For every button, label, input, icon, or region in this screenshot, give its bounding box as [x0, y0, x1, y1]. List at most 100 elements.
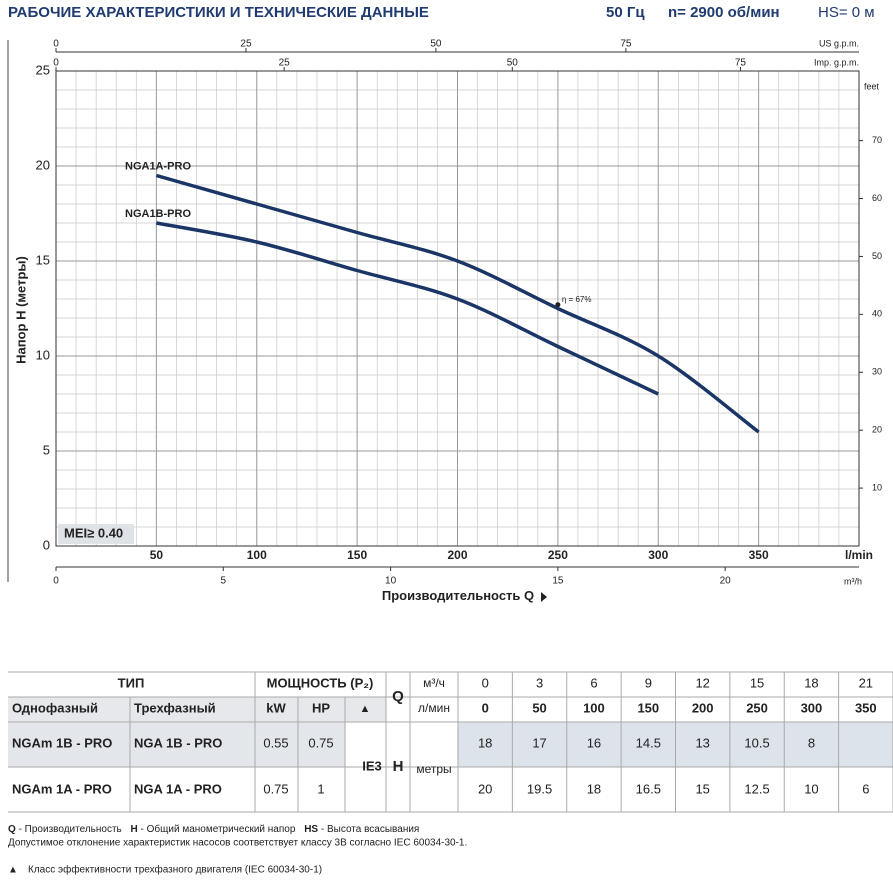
table-cell: 6 [862, 781, 869, 796]
series-label: NGA1A-PRO [125, 160, 191, 172]
table-cell: ТИП [118, 675, 145, 690]
table-cell: 350 [855, 700, 877, 715]
footnote-legend: Q - Производительность H - Общий маномет… [8, 823, 419, 835]
curve [155, 173, 760, 434]
top-tick-label: 25 [240, 39, 252, 50]
arrow [541, 592, 547, 602]
x-tick-label: 100 [247, 548, 267, 562]
table-cell: 300 [801, 700, 823, 715]
table-cell: IE3 [362, 758, 382, 773]
table-cell: HP [312, 700, 330, 715]
table-cell: 50 [532, 700, 546, 715]
right-axis-unit: feet [864, 81, 880, 91]
right-tick-label: 60 [872, 193, 882, 203]
table-cell: 0 [482, 675, 489, 690]
table-cell: 6 [590, 675, 597, 690]
table-cell: 150 [637, 700, 659, 715]
bottom-tick-label: 0 [53, 576, 59, 587]
annotation: η = 67% [562, 295, 592, 304]
footnote-motor: Класс эффективности трехфазного двигател… [28, 864, 322, 876]
table-cell: 0.75 [263, 781, 288, 796]
fn-sym: Q [8, 824, 16, 835]
x-tick-label: 150 [347, 548, 367, 562]
table-cell: 20 [478, 781, 492, 796]
y-tick-label: 20 [36, 157, 50, 172]
table-cell: 10 [804, 781, 818, 796]
bottom-axis-unit: m³/h [844, 576, 862, 586]
y-axis-title: Напор H (метры) [13, 256, 28, 364]
footnote-tolerance: Допустимое отклонение характеристик насо… [8, 838, 467, 849]
table-cell: метры [416, 762, 451, 776]
x-unit: l/min [845, 548, 873, 562]
table-cell: ▲ [360, 703, 371, 715]
top-tick-label: 50 [430, 39, 442, 50]
y-tick-label: 0 [43, 537, 50, 552]
table-cell: 12.5 [744, 781, 769, 796]
x-axis-title-text: Производительность Q [382, 588, 534, 603]
top-tick-label: 0 [53, 58, 59, 69]
x-tick-label: 250 [548, 548, 568, 562]
shade [8, 697, 386, 722]
table-cell: 9 [645, 675, 652, 690]
mei-label: MEI≥ 0.40 [64, 525, 123, 540]
x-tick-label: 50 [150, 548, 164, 562]
table-cell: 21 [859, 675, 873, 690]
series-label: NGA1B-PRO [125, 208, 191, 220]
table-cell: NGA 1A - PRO [134, 781, 222, 796]
y-tick-label: 10 [36, 347, 50, 362]
mei-box [58, 524, 134, 544]
table-cell: NGA 1B - PRO [134, 735, 222, 750]
footnote-symbol: ▲ [8, 865, 18, 876]
top-axis-unit: Imp. g.p.m. [814, 57, 859, 67]
table-cell: 3 [536, 675, 543, 690]
table-cell: 13 [695, 735, 709, 750]
table-cell: 0.75 [308, 735, 333, 750]
table-cell: 14.5 [636, 735, 661, 750]
y-tick-label: 15 [36, 252, 50, 267]
fn-text: - Производительность [19, 824, 122, 835]
table-cell: 16.5 [636, 781, 661, 796]
table-cell: kW [266, 700, 286, 715]
x-tick-label: 200 [447, 548, 467, 562]
fn-sym: HS [304, 824, 318, 835]
fn-text: - Общий манометрический напор [141, 823, 296, 835]
top-tick-label: 50 [507, 58, 519, 69]
table-cell: 18 [587, 781, 601, 796]
table-cell: 10.5 [744, 735, 769, 750]
right-tick-label: 20 [872, 425, 882, 435]
table-cell: 8 [808, 735, 815, 750]
top-tick-label: 25 [279, 58, 291, 69]
table-cell: H [393, 758, 404, 775]
page-title: РАБОЧИЕ ХАРАКТЕРИСТИКИ И ТЕХНИЧЕСКИЕ ДАН… [8, 4, 429, 21]
right-tick-label: 40 [872, 309, 882, 319]
table-cell: 200 [692, 700, 714, 715]
annotation-dot [555, 302, 561, 308]
table-cell: Трехфазный [134, 700, 216, 715]
table-cell: л/мин [418, 701, 450, 715]
table-cell: 18 [804, 675, 818, 690]
curve [156, 221, 659, 396]
y-tick-label: 5 [43, 442, 50, 457]
bottom-tick-label: 15 [552, 576, 564, 587]
x-tick-label: 350 [749, 548, 769, 562]
table-cell: 15 [750, 675, 764, 690]
top-tick-label: 75 [735, 58, 747, 69]
bottom-tick-label: 5 [221, 576, 227, 587]
x-axis-title: Производительность Q [382, 588, 534, 603]
right-tick-label: 70 [872, 135, 882, 145]
top-tick-label: 75 [620, 39, 632, 50]
x-tick-label: 300 [648, 548, 668, 562]
table-cell: 19.5 [527, 781, 552, 796]
table-cell: 0.55 [263, 735, 288, 750]
table: ТИП МОЩНОСТЬ (P₂) Однофазный Трехфазный kW HP… [8, 671, 893, 813]
shade [8, 722, 345, 767]
table-cell: Q [392, 688, 404, 705]
table-cell: 17 [532, 735, 546, 750]
suction: HS= 0 м [818, 4, 875, 21]
top-axis-unit: US g.p.m. [819, 38, 859, 48]
bottom-tick-label: 10 [385, 576, 397, 587]
speed: n= 2900 об/мин [668, 4, 780, 21]
